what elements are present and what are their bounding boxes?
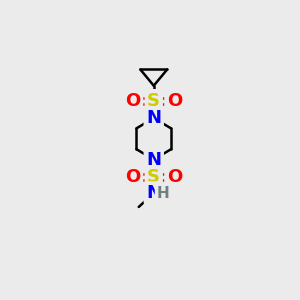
Text: H: H xyxy=(157,186,170,201)
Text: N: N xyxy=(146,109,161,127)
Text: S: S xyxy=(147,168,160,186)
Text: O: O xyxy=(167,92,182,110)
Text: N: N xyxy=(146,151,161,169)
Text: S: S xyxy=(147,92,160,110)
Text: N: N xyxy=(146,184,161,202)
Text: O: O xyxy=(167,168,182,186)
Text: O: O xyxy=(125,92,141,110)
Text: O: O xyxy=(125,168,141,186)
